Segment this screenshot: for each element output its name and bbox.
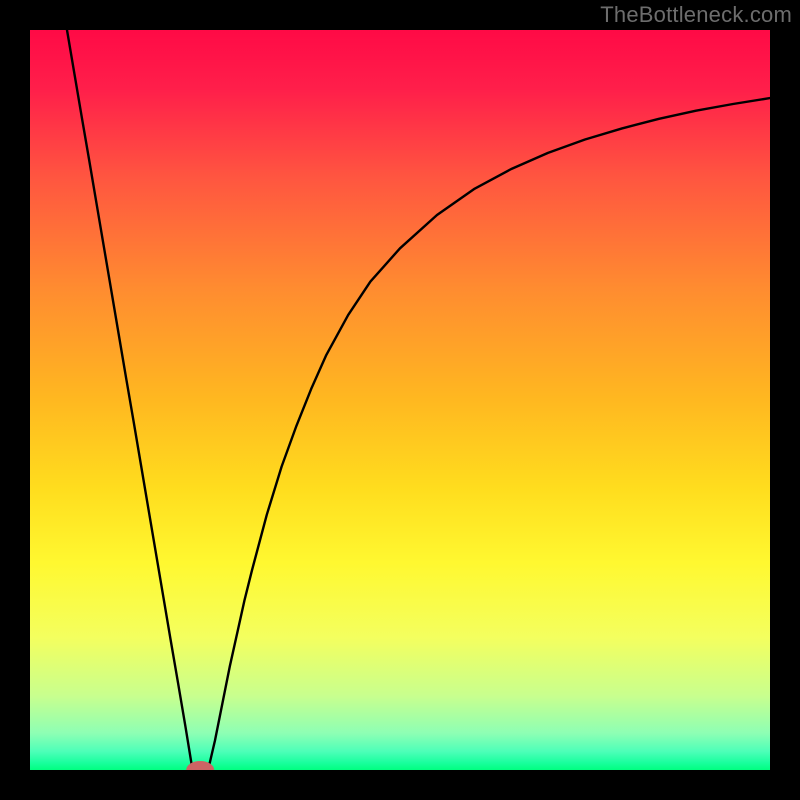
chart-container: TheBottleneck.com (0, 0, 800, 800)
watermark-text: TheBottleneck.com (600, 2, 792, 28)
plot-area (30, 30, 770, 770)
plot-svg (30, 30, 770, 770)
plot-background (30, 30, 770, 770)
